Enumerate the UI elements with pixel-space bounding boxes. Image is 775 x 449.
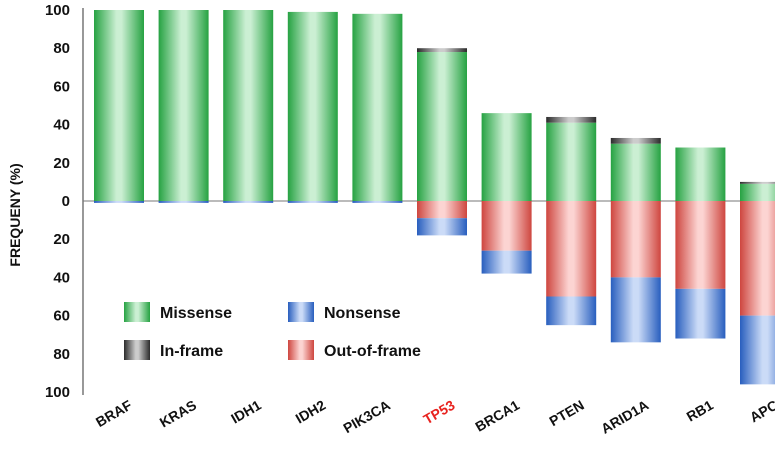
- category-label-pik3ca: PIK3CA: [340, 397, 392, 437]
- bar-missense-rb1: [675, 147, 726, 201]
- y-tick-label: 0: [62, 193, 70, 210]
- bar-nonsense-arid1a: [610, 277, 661, 343]
- y-tick-label: 100: [45, 384, 70, 401]
- category-label-apc: APC: [747, 397, 775, 426]
- bar-missense-brca1: [481, 113, 532, 201]
- category-label-braf: BRAF: [93, 397, 135, 431]
- bar-nonsense-pik3ca: [352, 201, 403, 203]
- y-tick-label: 80: [53, 40, 70, 57]
- legend-swatch-out-of-frame: [288, 340, 314, 360]
- bar-missense-arid1a: [610, 143, 661, 201]
- bar-missense-tp53: [417, 52, 467, 201]
- bar-out-of-frame-arid1a: [610, 201, 661, 278]
- bar-in-frame-apc: [740, 181, 775, 184]
- bar-missense-apc: [740, 183, 775, 201]
- bar-nonsense-tp53: [417, 218, 467, 236]
- y-tick-label: 60: [53, 78, 70, 95]
- bar-nonsense-kras: [158, 201, 209, 203]
- bar-missense-kras: [158, 10, 209, 201]
- bar-nonsense-idh2: [287, 201, 338, 203]
- y-tick-label: 60: [53, 308, 70, 325]
- category-label-idh1: IDH1: [228, 397, 264, 427]
- legend-label-in-frame: In-frame: [160, 343, 223, 360]
- bar-nonsense-apc: [740, 315, 775, 385]
- bar-out-of-frame-rb1: [675, 201, 726, 289]
- legend-label-out-of-frame: Out-of-frame: [324, 343, 421, 360]
- legend-label-missense: Missense: [160, 305, 232, 322]
- legend-swatch-missense: [124, 302, 150, 322]
- category-label-rb1: RB1: [684, 397, 716, 425]
- y-axis-label: FREQUENY (%): [7, 163, 23, 266]
- bar-nonsense-idh1: [223, 201, 274, 203]
- bar-out-of-frame-tp53: [417, 201, 467, 219]
- legend: Missense Nonsense In-frame Out-of-frame: [124, 302, 421, 360]
- category-label-tp53: TP53: [421, 397, 458, 428]
- bar-missense-pik3ca: [352, 13, 403, 201]
- legend-swatch-nonsense: [288, 302, 314, 322]
- bar-out-of-frame-pten: [546, 201, 597, 297]
- y-tick-label: 100: [45, 2, 70, 19]
- bar-nonsense-brca1: [481, 250, 532, 274]
- category-label-brca1: BRCA1: [472, 397, 522, 435]
- y-tick-label: 20: [53, 155, 70, 172]
- y-tick-label: 40: [53, 117, 70, 134]
- bar-missense-braf: [94, 10, 144, 201]
- y-tick-label: 40: [53, 269, 70, 286]
- y-tick-labels: 0 20 40 60 80 100 20 40 60 80 100: [45, 2, 70, 401]
- y-tick-label: 20: [53, 231, 70, 248]
- bar-in-frame-pten: [546, 116, 597, 123]
- bar-in-frame-arid1a: [610, 137, 661, 144]
- bar-missense-idh2: [287, 11, 338, 201]
- category-label-kras: KRAS: [157, 397, 199, 431]
- bar-missense-idh1: [223, 10, 274, 201]
- category-label-idh2: IDH2: [293, 397, 329, 427]
- legend-label-nonsense: Nonsense: [324, 305, 401, 322]
- bar-missense-pten: [546, 122, 597, 201]
- bars: [94, 10, 775, 385]
- bar-out-of-frame-brca1: [481, 201, 532, 251]
- bar-nonsense-rb1: [675, 288, 726, 339]
- bar-in-frame-tp53: [417, 48, 467, 53]
- y-tick-label: 80: [53, 346, 70, 363]
- bar-out-of-frame-apc: [740, 201, 775, 316]
- category-labels: BRAF KRAS IDH1 IDH2 PIK3CA TP53 BRCA1 PTEN ARID1…: [93, 397, 775, 437]
- legend-swatch-in-frame: [124, 340, 150, 360]
- category-label-arid1a: ARID1A: [598, 397, 651, 437]
- bar-nonsense-pten: [546, 296, 597, 326]
- category-label-pten: PTEN: [546, 397, 586, 430]
- bar-nonsense-braf: [94, 201, 144, 203]
